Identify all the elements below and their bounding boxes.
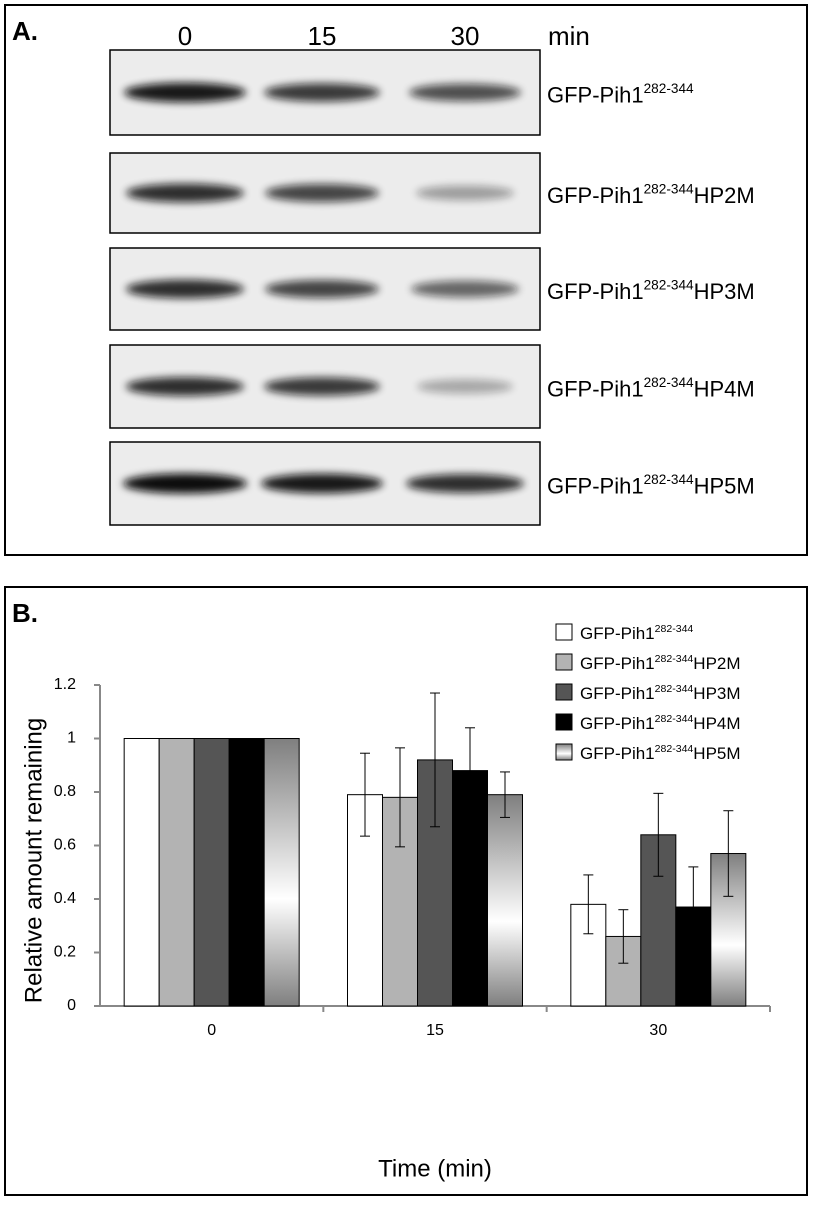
error-bar	[465, 727, 475, 814]
label-sup: 282-344	[655, 743, 694, 755]
bar	[487, 794, 523, 1007]
error-bar	[500, 771, 510, 818]
label-base: GFP-Pih1	[547, 376, 644, 401]
label-suffix: HP2M	[693, 654, 740, 673]
label-base: GFP-Pih1	[580, 744, 655, 763]
error-bar	[618, 909, 629, 964]
label-base: GFP-Pih1	[547, 279, 644, 304]
label-suffix: HP5M	[693, 744, 740, 763]
label-suffix: HP5M	[694, 473, 755, 498]
blot-band	[265, 184, 379, 202]
bar	[193, 738, 230, 1007]
label-sup: 282-344	[644, 80, 694, 95]
legend-label: GFP-Pih1282-344HP4M	[580, 713, 741, 734]
y-tick-label: 0.8	[54, 783, 76, 800]
label-suffix: HP3M	[694, 279, 755, 304]
label-sup: 282-344	[644, 471, 694, 486]
blot-band	[124, 82, 246, 103]
error-bar	[688, 866, 699, 948]
row-label: GFP-Pih1282-344HP4M	[547, 374, 755, 401]
label-sup: 282-344	[644, 277, 694, 292]
blot-band	[411, 280, 519, 298]
x-tick-label: 15	[426, 1022, 444, 1039]
legend-swatch	[555, 743, 573, 761]
error-bar	[395, 747, 405, 848]
label-suffix: HP4M	[694, 376, 755, 401]
label-base: GFP-Pih1	[547, 82, 644, 107]
label-base: GFP-Pih1	[547, 183, 644, 208]
x-tick-label: 0	[207, 1022, 216, 1039]
row-label: GFP-Pih1282-344HP5M	[547, 471, 755, 498]
y-tick-label: 1.2	[54, 676, 76, 693]
legend-label: GFP-Pih1282-344HP3M	[580, 683, 741, 704]
legend-swatch	[555, 713, 573, 731]
bar	[123, 738, 160, 1007]
label-suffix: HP2M	[694, 183, 755, 208]
label-base: GFP-Pih1	[580, 654, 655, 673]
legend-label: GFP-Pih1282-344HP2M	[580, 653, 741, 674]
row-label: GFP-Pih1282-344HP2M	[547, 181, 755, 208]
panel-label: A.	[12, 16, 38, 46]
blot-band	[265, 280, 379, 298]
blot-band	[406, 474, 524, 493]
label-base: GFP-Pih1	[580, 684, 655, 703]
x-axis-title: Time (min)	[378, 1155, 492, 1182]
label-sup: 282-344	[655, 653, 694, 665]
legend-swatch	[555, 623, 573, 641]
label-sup: 282-344	[644, 181, 694, 196]
blot-band	[416, 185, 514, 201]
time-unit: min	[548, 21, 590, 51]
blot-band	[126, 183, 244, 203]
blot-band	[261, 473, 383, 494]
label-suffix: HP4M	[693, 714, 740, 733]
blot-band	[123, 473, 247, 494]
label-base: GFP-Pih1	[580, 624, 655, 643]
legend-swatch	[555, 653, 573, 671]
bar	[158, 738, 195, 1007]
blot-band	[264, 377, 380, 396]
label-base: GFP-Pih1	[580, 714, 655, 733]
blot-band	[126, 279, 244, 299]
time-label: 0	[178, 21, 192, 51]
blot-band	[264, 83, 380, 102]
blot-band	[126, 377, 244, 396]
legend-label: GFP-Pih1282-344	[580, 623, 693, 644]
y-tick-label: 0.4	[54, 890, 76, 907]
error-bar	[653, 792, 664, 877]
label-sup: 282-344	[655, 713, 694, 725]
bar	[263, 738, 300, 1007]
label-base: GFP-Pih1	[547, 473, 644, 498]
blot-band	[409, 83, 521, 102]
y-axis-title: Relative amount remaining	[20, 718, 47, 1003]
x-tick-label: 30	[649, 1022, 667, 1039]
error-bar	[723, 810, 734, 897]
y-tick-label: 0.6	[54, 837, 76, 854]
label-sup: 282-344	[655, 683, 694, 695]
blot-band	[417, 379, 513, 394]
y-tick-label: 1	[67, 730, 76, 747]
legend-label: GFP-Pih1282-344HP5M	[580, 743, 741, 764]
error-bar	[360, 752, 370, 837]
label-sup: 282-344	[644, 374, 694, 389]
label-sup: 282-344	[655, 623, 694, 635]
time-label: 30	[451, 21, 480, 51]
error-bar	[583, 874, 594, 935]
label-suffix: HP3M	[693, 684, 740, 703]
y-tick-label: 0.2	[54, 944, 76, 961]
y-tick-label: 0	[67, 997, 76, 1014]
time-label: 15	[308, 21, 337, 51]
panel-label: B.	[12, 598, 38, 628]
error-bar	[430, 692, 440, 828]
bar	[228, 738, 265, 1007]
row-label: GFP-Pih1282-344HP3M	[547, 277, 755, 304]
legend-swatch	[555, 683, 573, 701]
row-label: GFP-Pih1282-344	[547, 80, 694, 107]
